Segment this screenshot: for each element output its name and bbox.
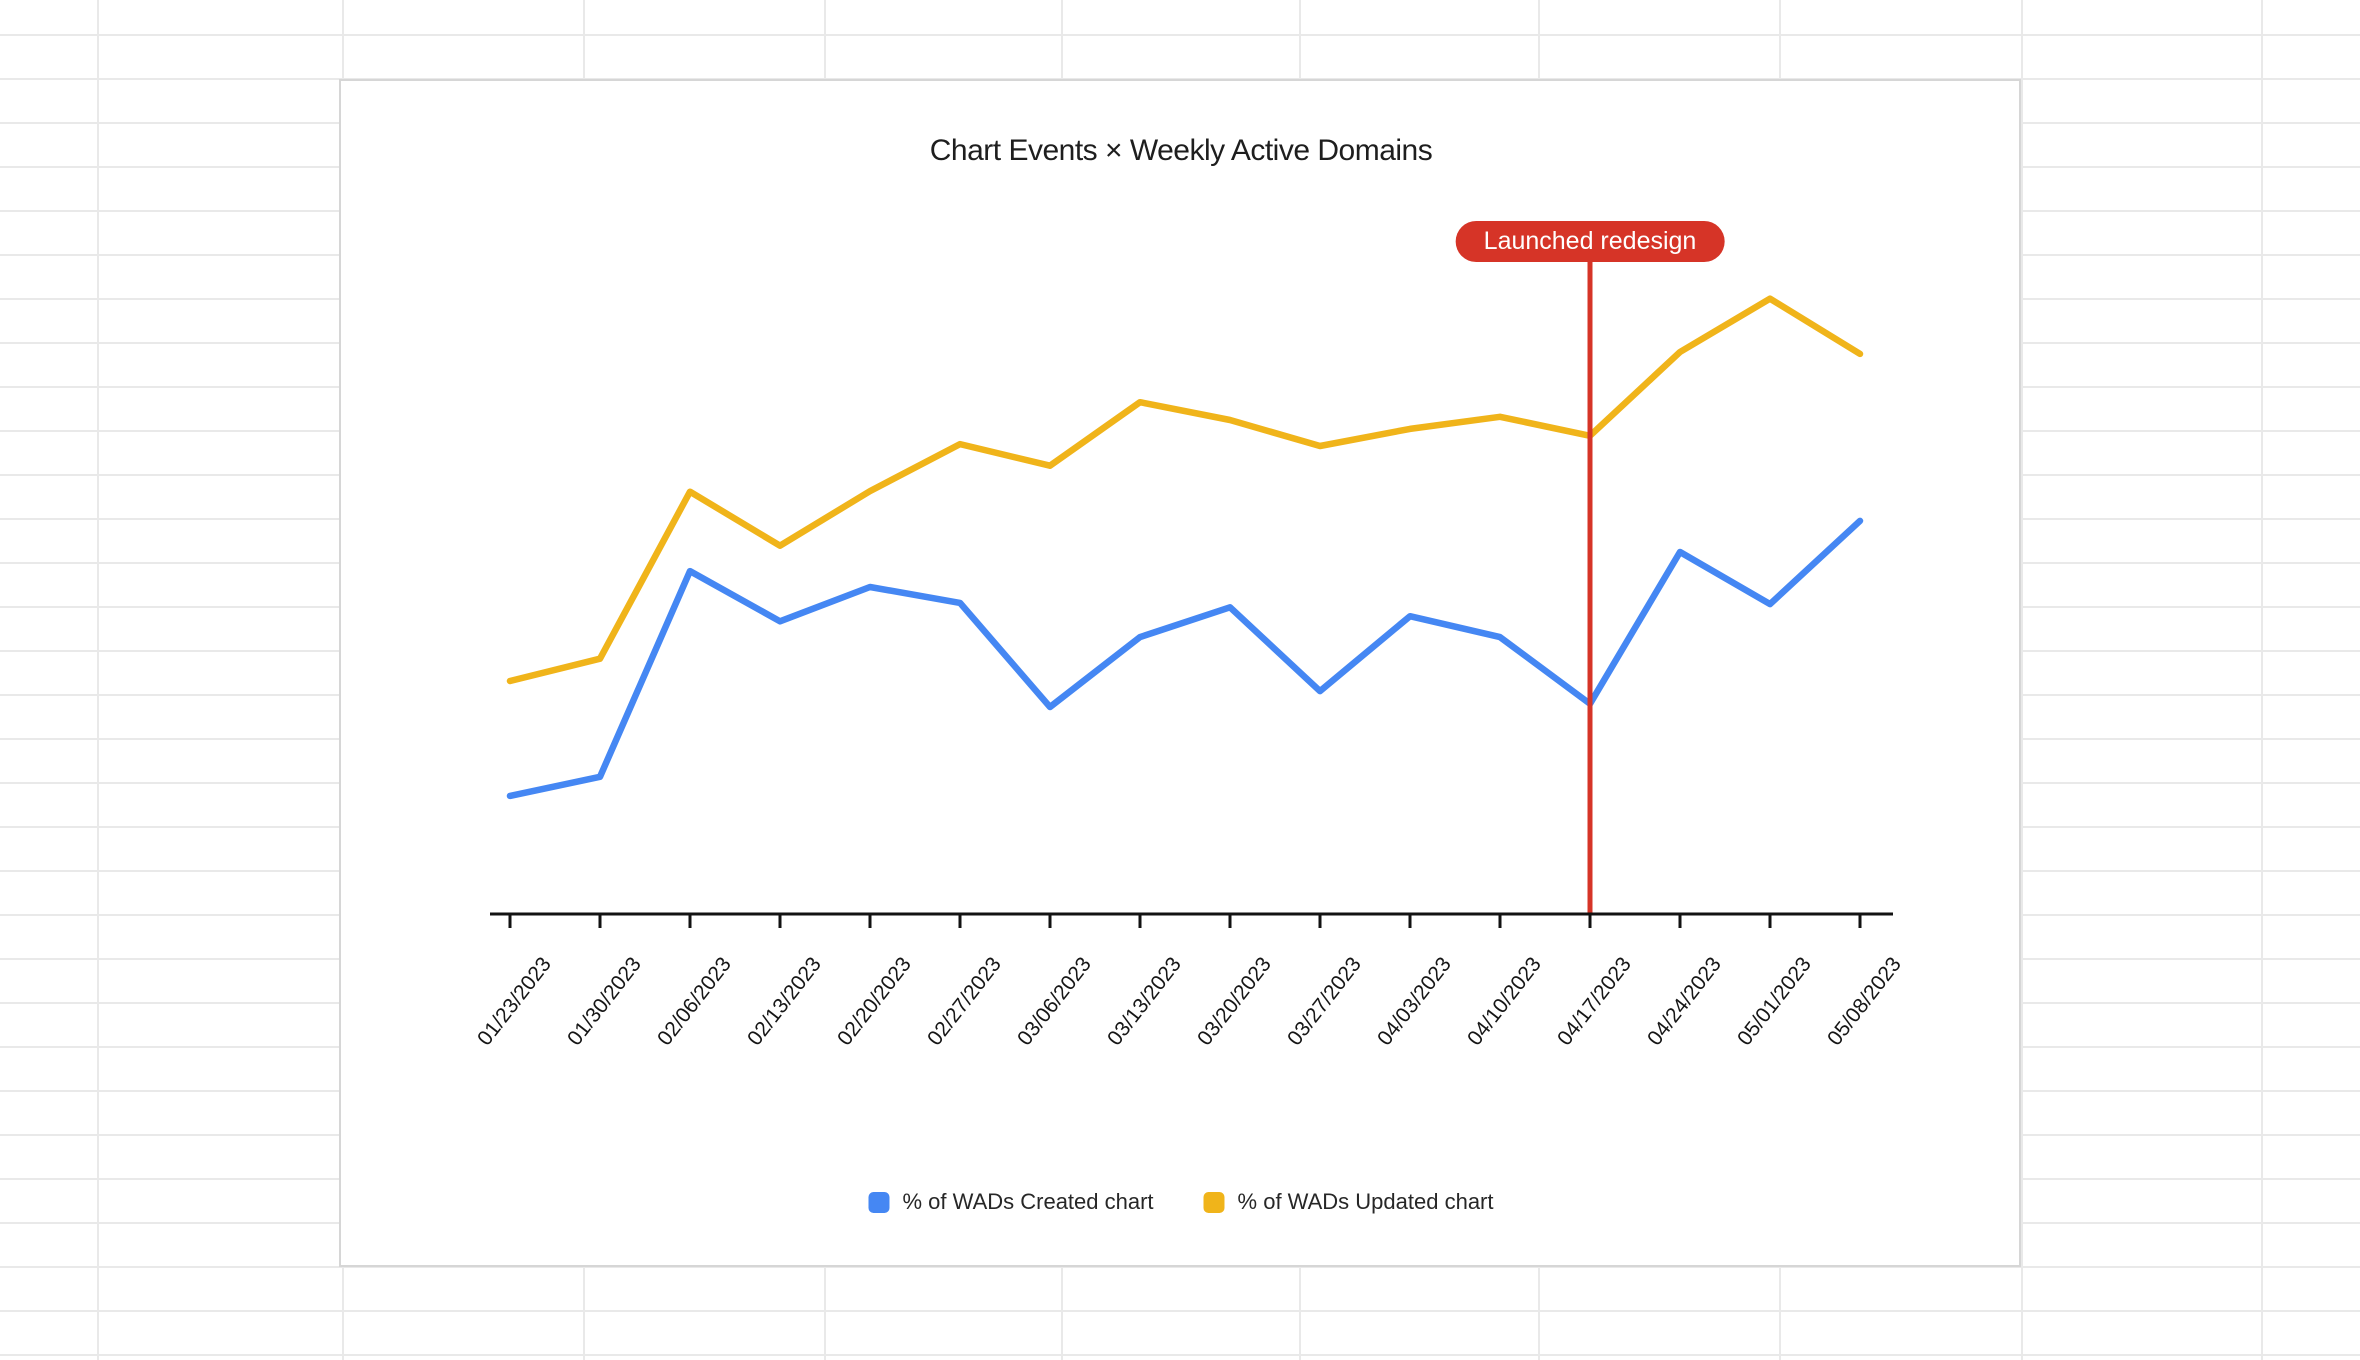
- legend-swatch-created: [868, 1191, 890, 1213]
- x-axis-label: 03/13/2023: [1103, 953, 1186, 1050]
- chart-card[interactable]: [339, 79, 2021, 1267]
- x-axis-label: 03/06/2023: [1013, 953, 1096, 1050]
- annotation-label: Launched redesign: [1483, 227, 1697, 255]
- x-axis-label: 02/27/2023: [923, 953, 1006, 1050]
- series-line-updated: [506, 295, 1864, 685]
- legend-label-created: % of WADs Created chart: [902, 1189, 1154, 1214]
- x-axis-label: 05/08/2023: [1823, 953, 1906, 1050]
- x-axis-label: 05/01/2023: [1733, 953, 1816, 1050]
- x-axis-label: 04/17/2023: [1553, 953, 1636, 1050]
- annotation-badge: Launched redesign: [1455, 221, 1725, 262]
- x-axis-label: 02/13/2023: [743, 953, 826, 1050]
- chart-legend: % of WADs Created chart % of WADs Update…: [868, 1189, 1494, 1215]
- chart-title: Chart Events × Weekly Active Domains: [929, 134, 1433, 167]
- x-axis-label: 04/10/2023: [1463, 953, 1546, 1050]
- legend-label-updated: % of WADs Updated chart: [1237, 1189, 1494, 1214]
- x-axis-label: 03/27/2023: [1283, 953, 1366, 1050]
- series-line-created: [506, 517, 1864, 800]
- x-axis-label: 04/03/2023: [1373, 953, 1456, 1050]
- x-axis-label: 04/24/2023: [1643, 953, 1726, 1050]
- legend-item-updated: % of WADs Updated chart: [1203, 1189, 1494, 1215]
- x-axis-label: 02/20/2023: [833, 953, 916, 1050]
- legend-item-created: % of WADs Created chart: [868, 1189, 1154, 1215]
- x-axis-label: 02/06/2023: [653, 953, 736, 1050]
- x-axis-label: 01/30/2023: [563, 953, 646, 1050]
- legend-swatch-updated: [1203, 1191, 1225, 1213]
- x-axis-label: 03/20/2023: [1193, 953, 1276, 1050]
- x-axis-label: 01/23/2023: [473, 953, 556, 1050]
